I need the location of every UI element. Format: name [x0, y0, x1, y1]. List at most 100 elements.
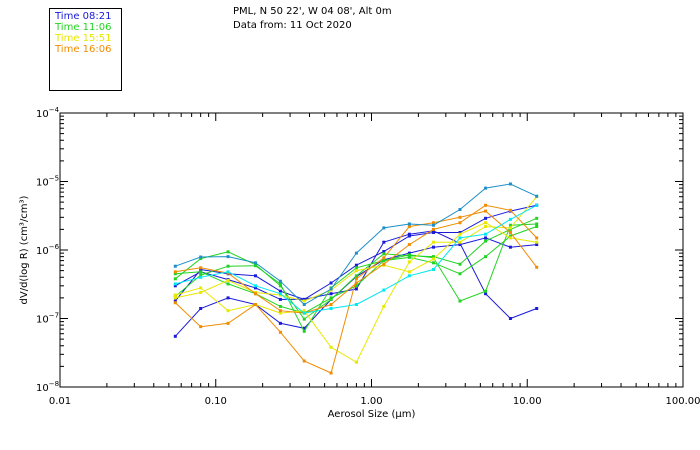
data-point: [431, 231, 435, 235]
data-point: [354, 274, 358, 278]
data-point: [458, 232, 462, 236]
data-point: [508, 317, 512, 320]
data-point: [508, 223, 512, 227]
data-point: [226, 321, 230, 325]
series: [173, 195, 539, 364]
data-point: [278, 282, 282, 286]
data-point: [407, 243, 411, 247]
data-point: [382, 259, 386, 263]
x-tick-label: 0.01: [49, 396, 71, 407]
data-point: [254, 284, 258, 288]
data-point: [354, 266, 358, 270]
data-point: [431, 240, 435, 244]
data-point: [173, 277, 177, 281]
data-point: [407, 251, 411, 255]
x-tick-label: 10.00: [513, 396, 542, 407]
data-point: [199, 290, 203, 294]
data-point: [484, 186, 488, 190]
data-point: [254, 292, 258, 296]
data-point: [278, 279, 282, 283]
data-point: [199, 325, 203, 329]
data-point: [458, 231, 462, 235]
data-point: [254, 261, 258, 265]
series: [173, 182, 539, 307]
data-point: [329, 292, 333, 296]
data-point: [226, 255, 230, 259]
data-point: [458, 299, 462, 303]
x-axis-title: Aerosol Size (µm): [328, 409, 416, 420]
data-point: [484, 203, 488, 207]
data-point: [382, 250, 386, 254]
x-tick-label: 0.10: [205, 396, 227, 407]
data-point: [226, 264, 230, 268]
data-point: [199, 267, 203, 271]
data-point: [407, 274, 411, 278]
data-point: [173, 299, 177, 303]
data-point: [302, 317, 306, 321]
data-point: [382, 252, 386, 256]
data-point: [354, 269, 358, 273]
data-point: [278, 330, 282, 334]
data-point: [199, 255, 203, 259]
data-point: [484, 289, 488, 293]
series: [173, 216, 539, 321]
data-point: [407, 253, 411, 257]
data-point: [199, 266, 203, 270]
y-tick-label: 10−6: [36, 243, 60, 257]
data-point: [226, 270, 230, 274]
y-tick-label: 10−8: [36, 380, 59, 394]
data-point: [407, 232, 411, 236]
data-point: [458, 272, 462, 276]
data-point: [508, 217, 512, 221]
data-point: [458, 240, 462, 244]
data-point: [302, 326, 306, 330]
data-point: [431, 223, 435, 227]
data-point: [302, 311, 306, 315]
data-point: [302, 303, 306, 307]
y-axis-title: dV/d(log R) (cm³/cm³): [19, 195, 30, 304]
data-point: [278, 284, 282, 288]
data-point: [535, 225, 539, 229]
site-info: PML, N 50 22', W 04 08', Alt 0m: [233, 6, 392, 17]
data-point: [535, 216, 539, 220]
data-point: [173, 270, 177, 274]
data-point: [199, 257, 203, 261]
data-point: [329, 281, 333, 285]
legend-entry: Time 15:51: [55, 33, 112, 44]
legend-entry: Time 08:21: [55, 11, 112, 22]
data-point: [508, 226, 512, 230]
data-point: [302, 359, 306, 363]
data-point: [199, 275, 203, 279]
data-point: [278, 309, 282, 313]
data-point: [458, 243, 462, 247]
series-layer: [173, 182, 539, 375]
data-point: [354, 251, 358, 255]
data-point: [484, 221, 488, 225]
data-point: [382, 240, 386, 244]
data-point: [226, 250, 230, 254]
data-point: [407, 260, 411, 264]
data-point: [535, 243, 539, 247]
data-point: [508, 231, 512, 235]
data-point: [226, 309, 230, 313]
data-point: [302, 297, 306, 301]
data-point: [173, 282, 177, 286]
data-point: [382, 256, 386, 260]
y-tick-label: 10−4: [36, 106, 60, 120]
data-point: [407, 222, 411, 226]
data-point: [278, 321, 282, 325]
data-point: [226, 282, 230, 286]
data-point: [382, 226, 386, 230]
data-point: [354, 263, 358, 267]
data-point: [173, 334, 177, 338]
data-point: [431, 261, 435, 265]
data-point: [484, 239, 488, 243]
data-point: [382, 288, 386, 292]
data-point: [508, 182, 512, 186]
data-point: [254, 303, 258, 307]
data-point: [484, 255, 488, 259]
data-point: [173, 264, 177, 268]
data-point: [484, 225, 488, 229]
data-point: [407, 255, 411, 259]
